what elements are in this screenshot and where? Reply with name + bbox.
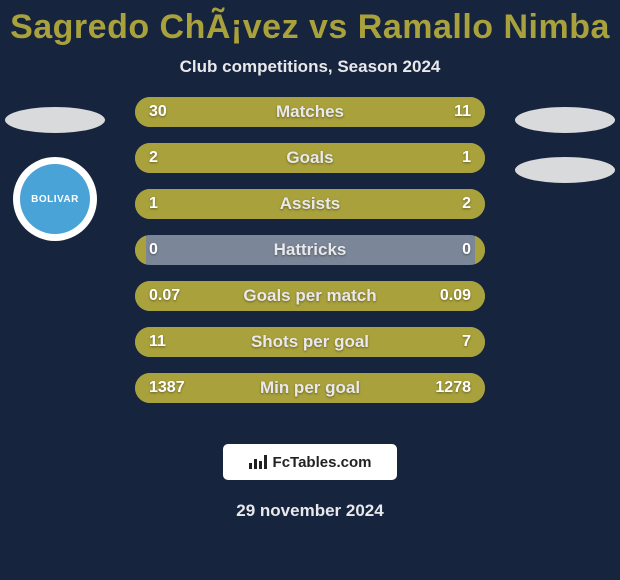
stat-row: Hattricks0 0 bbox=[135, 235, 485, 265]
stat-fill-left bbox=[135, 281, 289, 311]
snapshot-date: 29 november 2024 bbox=[0, 501, 620, 521]
comparison-card: Sagredo ChÃ¡vez vs Ramallo Nimba Club co… bbox=[0, 0, 620, 580]
stat-fill-left bbox=[135, 373, 317, 403]
stat-fill-left bbox=[135, 189, 251, 219]
page-subtitle: Club competitions, Season 2024 bbox=[0, 57, 620, 77]
stat-row: Matches3011 bbox=[135, 97, 485, 127]
stat-fill-right bbox=[475, 235, 486, 265]
page-title: Sagredo ChÃ¡vez vs Ramallo Nimba bbox=[0, 8, 620, 47]
stat-label: Hattricks bbox=[135, 235, 485, 265]
stat-fill-left bbox=[135, 235, 146, 265]
stat-fill-right bbox=[349, 327, 486, 357]
club-badge-right-placeholder bbox=[515, 157, 615, 183]
stat-fill-left bbox=[135, 143, 370, 173]
flag-right-icon bbox=[515, 107, 615, 133]
stat-row: Shots per goal117 bbox=[135, 327, 485, 357]
player-right-column bbox=[510, 97, 620, 183]
club-badge-left: BOLIVAR bbox=[13, 157, 97, 241]
stat-fill-right bbox=[391, 97, 486, 127]
stat-row: Assists12 bbox=[135, 189, 485, 219]
stats-bars: Matches3011 Goals21 Assists12 Hattricks0 0 Go… bbox=[135, 97, 485, 419]
stat-fill-left bbox=[135, 327, 349, 357]
stat-fill-left bbox=[135, 97, 391, 127]
club-badge-left-label: BOLIVAR bbox=[20, 164, 90, 234]
stat-row: Goals per match0.070.09 bbox=[135, 281, 485, 311]
stat-fill-right bbox=[370, 143, 486, 173]
stat-fill-right bbox=[317, 373, 485, 403]
source-logo: FcTables.com bbox=[222, 443, 398, 481]
stat-fill-right bbox=[289, 281, 485, 311]
flag-left-icon bbox=[5, 107, 105, 133]
player-left-column: BOLIVAR bbox=[0, 97, 110, 241]
stat-row: Goals21 bbox=[135, 143, 485, 173]
stat-value-left: 0 bbox=[149, 235, 158, 265]
bar-chart-icon bbox=[249, 455, 269, 469]
content-area: BOLIVAR Matches3011 Goals21 Assists12 Hattr… bbox=[0, 97, 620, 427]
stat-fill-right bbox=[251, 189, 486, 219]
stat-value-right: 0 bbox=[462, 235, 471, 265]
stat-row: Min per goal13871278 bbox=[135, 373, 485, 403]
source-logo-text: FcTables.com bbox=[273, 454, 372, 471]
